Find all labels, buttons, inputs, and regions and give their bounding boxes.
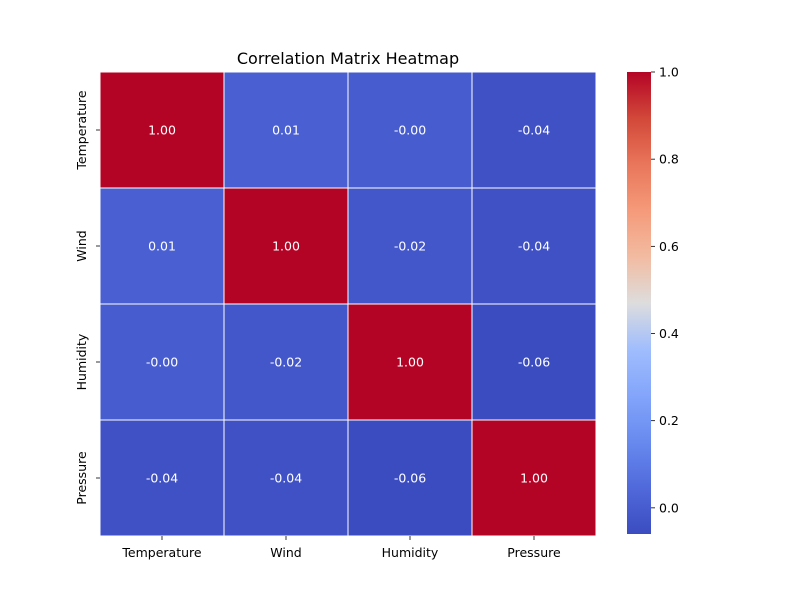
colorbar-tick-label: 0.0 [659, 500, 679, 515]
cell-value-label: -0.04 [518, 239, 550, 254]
heatmap-cell [223, 71, 349, 189]
cell-value-label: 1.00 [148, 123, 176, 138]
chart-title: Correlation Matrix Heatmap [237, 49, 459, 68]
heatmap-cell [99, 71, 225, 189]
heatmap-cell [347, 71, 473, 189]
x-tick-label: Temperature [121, 545, 201, 560]
colorbar-tick-label: 0.6 [659, 239, 679, 254]
cell-value-label: -0.04 [270, 471, 302, 486]
y-tick-label: Temperature [74, 90, 89, 170]
heatmap-cell [347, 419, 473, 537]
cell-value-label: -0.00 [146, 355, 178, 370]
y-tick-label: Wind [74, 230, 89, 261]
cell-value-label: 0.01 [148, 239, 176, 254]
cell-value-label: -0.04 [518, 123, 550, 138]
cell-value-label: -0.02 [270, 355, 302, 370]
colorbar-tick-label: 1.0 [659, 65, 679, 80]
colorbar-tick-label: 0.2 [659, 413, 679, 428]
cell-value-label: 1.00 [272, 239, 300, 254]
heatmap-cell [471, 71, 597, 189]
heatmap-cell [223, 419, 349, 537]
colorbar-gradient [627, 72, 651, 534]
cell-value-label: -0.00 [394, 123, 426, 138]
x-axis-ticks: Temperature Wind Humidity Pressure [121, 536, 561, 560]
cell-value-label: 1.00 [520, 471, 548, 486]
x-tick-label: Wind [270, 545, 301, 560]
cell-value-label: -0.04 [146, 471, 178, 486]
cell-value-label: -0.06 [518, 355, 550, 370]
y-axis-ticks: Temperature Wind Humidity Pressure [74, 90, 100, 505]
y-tick-label: Humidity [74, 333, 89, 390]
heatmap-cell [223, 303, 349, 421]
heatmap-cell [99, 187, 225, 305]
heatmap-cell [99, 419, 225, 537]
colorbar: 0.0 0.2 0.4 0.6 0.8 1.0 [627, 65, 679, 534]
cell-value-label: 0.01 [272, 123, 300, 138]
heatmap-cells: 1.00 0.01 -0.00 -0.04 0.01 1.00 -0.02 -0.04 -0.0… [99, 71, 597, 537]
colorbar-tick-label: 0.4 [659, 326, 679, 341]
colorbar-tick-label: 0.8 [659, 152, 679, 167]
heatmap-cell [471, 303, 597, 421]
x-tick-label: Pressure [507, 545, 561, 560]
heatmap-cell [471, 419, 597, 537]
x-tick-label: Humidity [382, 545, 439, 560]
cell-value-label: -0.06 [394, 471, 426, 486]
y-tick-label: Pressure [74, 451, 89, 505]
cell-value-label: -0.02 [394, 239, 426, 254]
heatmap-cell [471, 187, 597, 305]
heatmap-cell [223, 187, 349, 305]
cell-value-label: 1.00 [396, 355, 424, 370]
